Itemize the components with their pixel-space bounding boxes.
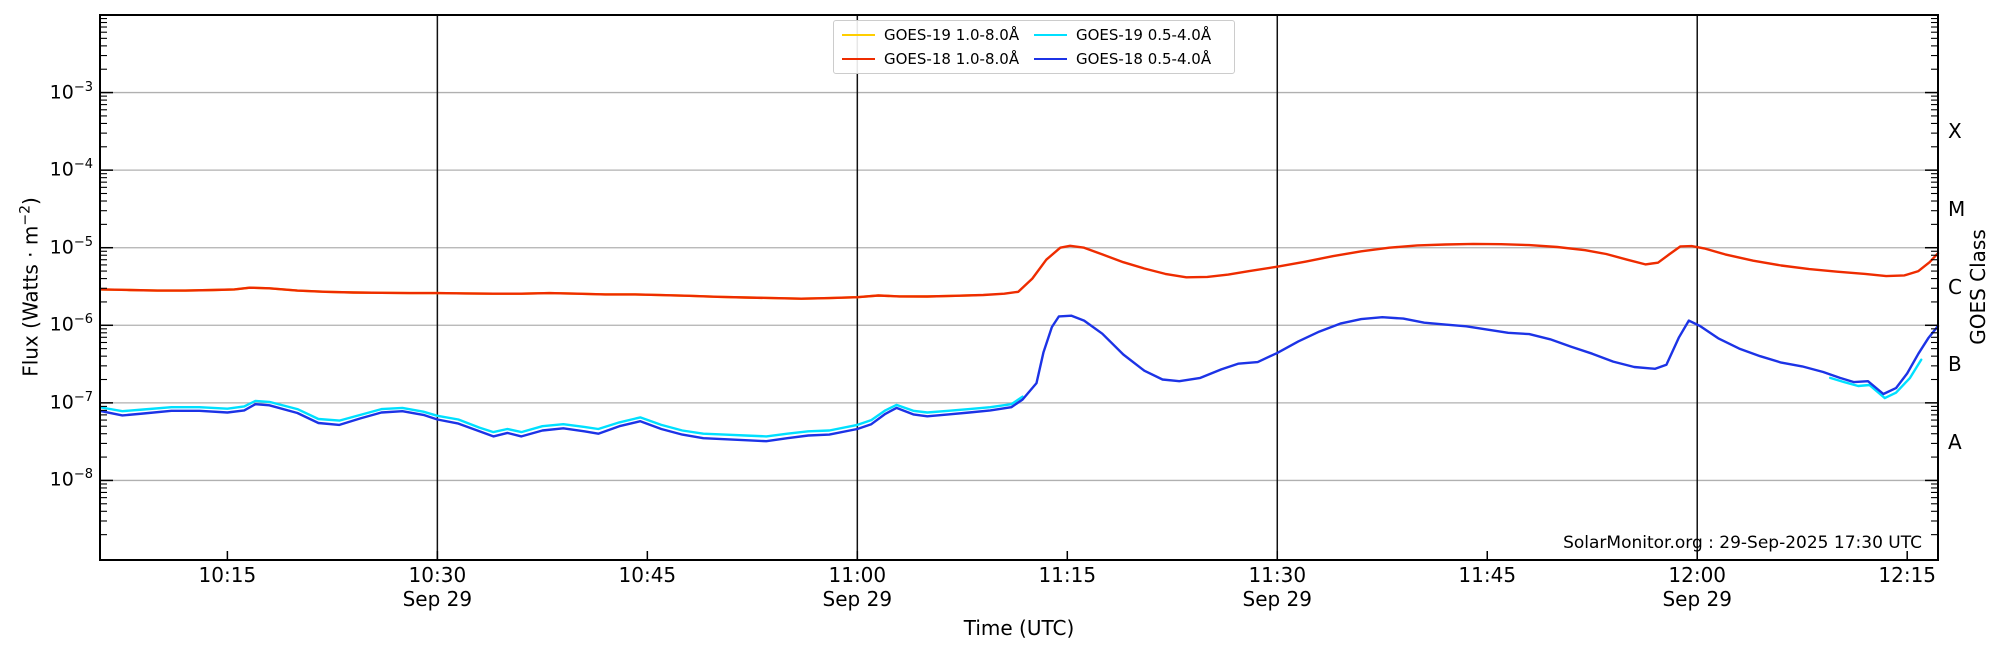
goes-class-label-M: M — [1948, 196, 1966, 221]
legend-label-goes18-long: GOES-18 1.0-8.0Å — [884, 50, 1020, 68]
x-date-label: Sep 29 — [402, 587, 473, 611]
y-tick-label-1e-6: 10−6 — [49, 312, 93, 336]
goes-class-label-C: C — [1948, 274, 1962, 299]
legend-line-goes18-short — [1034, 58, 1067, 60]
legend-column-short-channel: GOES-19 0.5-4.0Å GOES-18 0.5-4.0Å — [1034, 23, 1226, 71]
y-tick-label-1e-3: 10−3 — [49, 79, 93, 103]
legend-line-goes19-short — [1034, 34, 1067, 36]
y-tick-label-1e-8: 10−8 — [49, 467, 93, 491]
x-tick-label-1045: 10:45 — [618, 563, 677, 587]
y-tick-label-1e-4: 10−4 — [49, 157, 93, 181]
x-tick-label-1015: 10:15 — [198, 563, 257, 587]
y-axis-title-goes-class: GOES Class — [1966, 229, 1990, 345]
legend-label-goes19-short: GOES-19 0.5-4.0Å — [1076, 26, 1212, 44]
legend-column-long-channel: GOES-19 1.0-8.0Å GOES-18 1.0-8.0Å — [842, 23, 1034, 71]
legend-item-goes19-short: GOES-19 0.5-4.0Å — [1034, 23, 1226, 47]
x-tick-label-1100: 11:00 — [828, 563, 887, 587]
legend-item-goes18-short: GOES-18 0.5-4.0Å — [1034, 47, 1226, 71]
plot-border — [99, 14, 1939, 561]
x-date-label: Sep 29 — [1242, 587, 1313, 611]
legend-label-goes19-long: GOES-19 1.0-8.0Å — [884, 26, 1020, 44]
goes-class-label-B: B — [1948, 352, 1962, 377]
x-date-label: Sep 29 — [822, 587, 893, 611]
series-line-1 — [100, 242, 1940, 300]
x-tick-label-1030: 10:30 — [408, 563, 467, 587]
y-tick-label-1e-5: 10−5 — [49, 234, 93, 259]
goes-class-label-X: X — [1948, 119, 1962, 144]
x-tick-label-1145: 11:45 — [1458, 563, 1517, 587]
legend-label-goes18-short: GOES-18 0.5-4.0Å — [1076, 50, 1212, 68]
x-tick-label-1130: 11:30 — [1248, 563, 1307, 587]
y-axis-title-exponent: −2 — [17, 205, 34, 226]
goes-class-label-A: A — [1948, 429, 1962, 454]
legend-line-goes19-long — [842, 34, 875, 36]
series-line-2 — [100, 358, 1923, 438]
x-tick-label-1200: 12:00 — [1668, 563, 1727, 587]
y-axis-title-pre: Flux (Watts · m — [18, 225, 43, 377]
x-tick-label-1115: 11:15 — [1038, 563, 1097, 587]
legend-line-goes18-long — [842, 58, 875, 60]
x-axis-title-time: Time (UTC) — [963, 616, 1075, 640]
legend-item-goes19-long: GOES-19 1.0-8.0Å — [842, 23, 1034, 47]
legend-box: GOES-19 1.0-8.0Å GOES-18 1.0-8.0Å GOES-1… — [833, 20, 1235, 74]
y-tick-label-1e-7: 10−7 — [49, 389, 93, 414]
legend-item-goes18-long: GOES-18 1.0-8.0Å — [842, 47, 1034, 71]
x-tick-label-1215: 12:15 — [1878, 563, 1937, 587]
series-line-3 — [100, 314, 1940, 443]
x-date-label: Sep 29 — [1662, 587, 1732, 611]
watermark-solarmonitor: SolarMonitor.org : 29-Sep-2025 17:30 UTC — [1563, 533, 1922, 553]
y-axis-title-post: ) — [18, 197, 43, 206]
y-axis-title-flux: Flux (Watts · m−2) — [18, 197, 43, 377]
